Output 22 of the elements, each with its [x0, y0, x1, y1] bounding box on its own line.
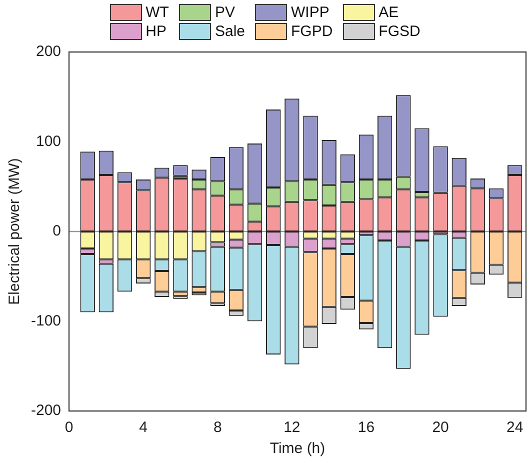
x-tick-label: 12 — [284, 419, 300, 436]
y-tick-label: -200 — [30, 402, 62, 420]
legend-label: FGSD — [378, 23, 420, 40]
legend-label: AE — [378, 4, 399, 21]
x-tick-label: 16 — [358, 419, 375, 436]
legend-label: HP — [146, 23, 166, 40]
x-tick-label: 20 — [432, 419, 449, 436]
y-axis-title: Electrical power (MW) — [6, 158, 24, 305]
legend-label: WIPP — [291, 4, 330, 21]
y-tick-label: 200 — [36, 43, 62, 60]
x-tick-label: 4 — [139, 419, 148, 436]
y-tick-label: -100 — [30, 312, 62, 330]
y-tick-label: 100 — [36, 132, 62, 150]
y-tick-label: 0 — [52, 222, 62, 240]
legend-label: PV — [214, 4, 235, 21]
legend-label: FGPD — [291, 23, 333, 40]
x-tick-label: 0 — [64, 419, 74, 436]
legend-label: WT — [146, 4, 169, 21]
legend-label: Sale — [214, 23, 245, 40]
x-tick-label: 8 — [213, 419, 222, 436]
x-axis-title: Time (h) — [270, 440, 326, 458]
x-tick-label: 24 — [506, 419, 524, 436]
